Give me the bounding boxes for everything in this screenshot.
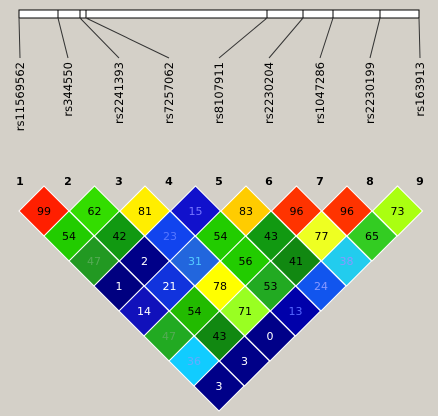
snp-label-7: rs1047286	[313, 62, 327, 124]
ld-cell-value: 96	[290, 205, 304, 218]
ld-cell-value: 23	[163, 230, 177, 243]
marker-index-2: 2	[64, 175, 72, 188]
snp-label-8: rs2230199	[363, 62, 377, 124]
snp-label-4: rs7257062	[162, 62, 176, 124]
snp-label-1: rs11569562	[13, 62, 27, 131]
marker-index-8: 8	[366, 175, 374, 188]
ld-cell-value: 83	[239, 205, 253, 218]
marker-index-6: 6	[265, 175, 273, 188]
connector-line-7	[319, 17, 334, 59]
ld-cell-value: 78	[213, 280, 227, 293]
connector-line-2	[57, 17, 69, 59]
snp-position-ruler	[18, 9, 420, 19]
ld-cell-value: 77	[315, 230, 329, 243]
connector-line-1	[18, 17, 21, 59]
ld-cell-value: 56	[239, 255, 253, 268]
ld-cell-value: 65	[365, 230, 379, 243]
connector-line-6	[268, 17, 304, 59]
connector-line-5	[218, 17, 268, 59]
snp-label-2: rs344550	[61, 62, 75, 117]
marker-index-1: 1	[16, 175, 24, 188]
ld-cell-value: 41	[289, 255, 303, 268]
ld-cell-value: 71	[238, 305, 252, 318]
snp-connector-lines	[18, 17, 421, 59]
ld-cell-value: 13	[289, 305, 303, 318]
marker-index-5: 5	[215, 175, 223, 188]
ld-cell-value: 15	[189, 205, 203, 218]
ld-cell-value: 3	[216, 380, 223, 393]
ld-cell-value: 99	[37, 205, 51, 218]
connector-line-3	[79, 17, 120, 59]
marker-index-7: 7	[316, 175, 324, 188]
connector-line-4	[85, 17, 170, 59]
ld-cell-value: 3	[241, 355, 248, 368]
ld-cell-value: 1	[116, 280, 123, 293]
snp-labels: rs11569562 rs344550 rs2241393 rs7257062 rs81…	[13, 62, 427, 131]
marker-index-9: 9	[416, 175, 424, 188]
snp-label-5: rs8107911	[212, 62, 226, 124]
ld-cell-value: 54	[62, 230, 76, 243]
ruler-bar	[18, 9, 420, 19]
ld-cell-value: 24	[314, 280, 328, 293]
ld-cell-value: 38	[340, 255, 354, 268]
connector-line-9	[418, 17, 421, 59]
ld-cell-value: 0	[267, 330, 274, 343]
ld-cell: 3	[193, 360, 245, 412]
marker-index-labels: 1 2 3 4 5 6 7 8 9	[16, 175, 424, 188]
ld-cell-value: 36	[187, 355, 201, 368]
ld-cell-value: 73	[391, 205, 405, 218]
ld-cell-value: 31	[188, 255, 202, 268]
connector-line-8	[369, 17, 381, 59]
ld-cell-value: 54	[188, 305, 202, 318]
ld-cell-value: 53	[264, 280, 278, 293]
ld-cell-value: 62	[88, 205, 102, 218]
marker-index-4: 4	[165, 175, 173, 188]
ld-cell-value: 43	[213, 330, 227, 343]
snp-label-9: rs163913	[413, 62, 427, 117]
ld-cell-value: 2	[141, 255, 148, 268]
marker-index-3: 3	[115, 175, 123, 188]
ld-cell-value: 96	[340, 205, 354, 218]
ld-cell-value: 21	[163, 280, 177, 293]
ld-cell-value: 81	[138, 205, 152, 218]
ld-cell-value: 42	[113, 230, 127, 243]
ld-cell-value: 54	[214, 230, 228, 243]
ld-cell-value: 43	[264, 230, 278, 243]
ld-cell-value: 14	[137, 305, 151, 318]
ld-cell-value: 47	[87, 255, 101, 268]
snp-label-3: rs2241393	[112, 62, 126, 124]
ld-cell-value: 47	[162, 330, 176, 343]
ld-cell-diamond	[193, 360, 245, 412]
snp-label-6: rs2230204	[262, 62, 276, 124]
